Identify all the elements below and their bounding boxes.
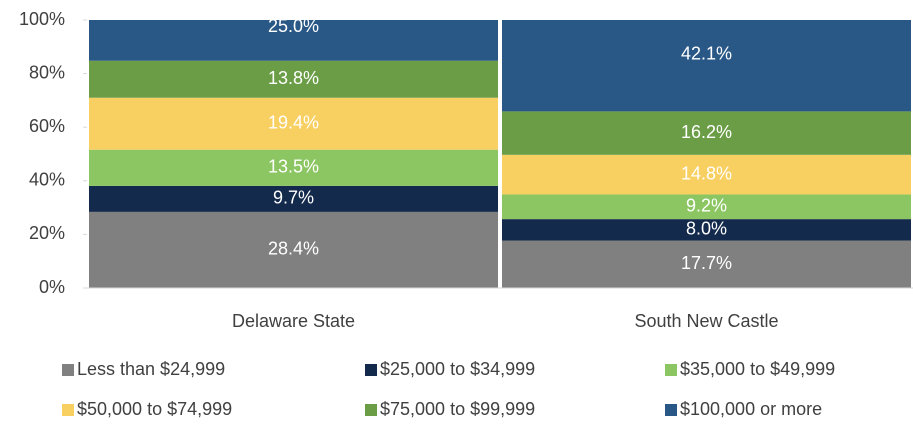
y-tick-label: 100% xyxy=(19,9,65,29)
legend-swatch xyxy=(62,404,74,416)
bar-segment xyxy=(89,20,498,61)
data-label: 13.5% xyxy=(268,157,319,177)
bar-segment xyxy=(502,240,911,288)
bar-segment xyxy=(89,149,498,186)
data-label: 25.0% xyxy=(268,16,319,36)
bar-segment xyxy=(502,194,911,220)
legend-swatch xyxy=(365,404,377,416)
data-label: 19.4% xyxy=(268,112,319,132)
data-label: 9.7% xyxy=(273,188,314,208)
data-label: 9.2% xyxy=(686,196,727,216)
bar-segment xyxy=(89,97,498,150)
legend-label: $25,000 to $34,999 xyxy=(380,359,535,379)
plot-area: 28.4% 9.7% 13.5% 19.4% 13.8% 25.0% 17.7% 8.0% 9.… xyxy=(89,16,911,288)
x-tick-label: South New Castle xyxy=(634,311,778,331)
data-label: 14.8% xyxy=(681,163,732,183)
bar-segment xyxy=(502,111,911,155)
data-label: 42.1% xyxy=(681,44,732,64)
data-label: 16.2% xyxy=(681,122,732,142)
bar-segment xyxy=(502,219,911,241)
x-tick-label: Delaware State xyxy=(232,311,355,331)
bar-segment xyxy=(502,154,911,195)
legend-label: $35,000 to $49,999 xyxy=(680,359,835,379)
bar-segment xyxy=(502,20,911,112)
y-tick-label: 60% xyxy=(29,116,65,136)
legend-label: $100,000 or more xyxy=(680,399,822,419)
y-tick-label: 40% xyxy=(29,170,65,190)
legend-swatch xyxy=(365,364,377,376)
data-label: 17.7% xyxy=(681,253,732,273)
bar-segment xyxy=(89,185,498,212)
data-label: 28.4% xyxy=(268,239,319,259)
bar-segment xyxy=(89,60,498,98)
legend-swatch xyxy=(62,364,74,376)
bar-segment xyxy=(89,211,498,288)
legend-label: $50,000 to $74,999 xyxy=(77,399,232,419)
legend-swatch xyxy=(665,364,677,376)
y-tick-label: 80% xyxy=(29,62,65,82)
data-label: 8.0% xyxy=(686,219,727,239)
legend-label: $75,000 to $99,999 xyxy=(380,399,535,419)
y-tick-label: 20% xyxy=(29,223,65,243)
legend-swatch xyxy=(665,404,677,416)
y-tick-label: 0% xyxy=(39,277,65,297)
data-label: 13.8% xyxy=(268,68,319,88)
legend-label: Less than $24,999 xyxy=(77,359,225,379)
